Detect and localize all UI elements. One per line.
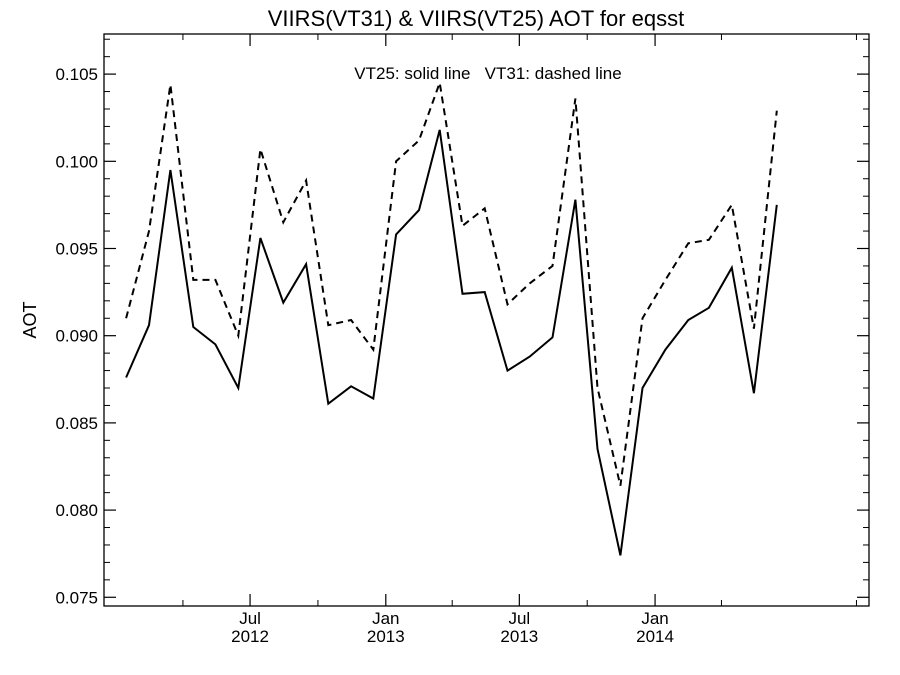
plot-frame <box>103 33 870 607</box>
ticks-layer: 0.0750.0800.0850.0900.0950.1000.105Jul20… <box>55 34 869 646</box>
x-tick-label-month: Jan <box>372 609 399 628</box>
y-tick-label: 0.090 <box>55 327 98 346</box>
x-tick-label-month: Jan <box>641 609 668 628</box>
series-line-vt25 <box>125 129 778 556</box>
x-tick-label-month: Jul <box>508 609 530 628</box>
x-tick-label-year: 2014 <box>636 627 674 646</box>
y-tick-label: 0.100 <box>55 152 98 171</box>
series-layer <box>125 82 778 556</box>
x-tick-label-year: 2013 <box>500 627 538 646</box>
y-tick-label: 0.095 <box>55 240 98 259</box>
chart-annotation: VT25: solid line VT31: dashed line <box>354 64 621 83</box>
y-axis-label: AOT <box>20 301 40 338</box>
y-tick-label: 0.080 <box>55 501 98 520</box>
y-tick-label: 0.075 <box>55 588 98 607</box>
series-line-vt31 <box>125 82 778 486</box>
chart-title: VIIRS(VT31) & VIIRS(VT25) AOT for eqsst <box>268 6 685 31</box>
x-tick-label-month: Jul <box>239 609 261 628</box>
y-tick-label: 0.105 <box>55 65 98 84</box>
y-tick-label: 0.085 <box>55 414 98 433</box>
x-tick-label-year: 2013 <box>367 627 405 646</box>
x-tick-label-year: 2012 <box>231 627 269 646</box>
